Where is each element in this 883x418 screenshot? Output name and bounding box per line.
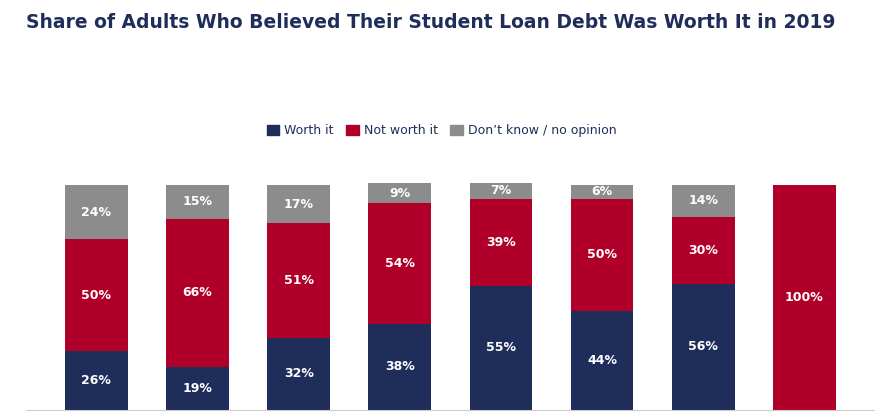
Bar (672, 185, 735, 217)
Text: 100%: 100% (785, 291, 824, 304)
Text: 54%: 54% (385, 257, 415, 270)
Text: 26%: 26% (81, 374, 111, 387)
Text: 66%: 66% (183, 286, 213, 299)
Bar (470, 183, 532, 199)
Bar (268, 185, 330, 223)
Bar (268, 223, 330, 338)
Bar (470, 286, 532, 410)
Text: 14%: 14% (688, 194, 718, 207)
Text: Share of Adults Who Believed Their Student Loan Debt Was Worth It in 2019: Share of Adults Who Believed Their Stude… (26, 13, 836, 31)
Text: 6%: 6% (592, 186, 613, 199)
Bar (570, 185, 633, 199)
Text: 50%: 50% (81, 289, 111, 302)
Bar (368, 183, 431, 203)
Bar (368, 324, 431, 410)
Bar (65, 185, 128, 239)
Bar (65, 239, 128, 351)
Bar (166, 185, 229, 219)
Bar (570, 199, 633, 311)
Legend: Worth it, Not worth it, Don’t know / no opinion: Worth it, Not worth it, Don’t know / no … (261, 119, 622, 142)
Text: 9%: 9% (389, 186, 411, 199)
Text: 55%: 55% (486, 342, 516, 354)
Bar (672, 217, 735, 284)
Text: 50%: 50% (587, 248, 617, 261)
Bar (773, 185, 835, 410)
Bar (166, 367, 229, 410)
Text: 7%: 7% (490, 184, 511, 197)
Bar (470, 199, 532, 286)
Text: 51%: 51% (283, 274, 313, 287)
Bar (65, 351, 128, 410)
Bar (166, 219, 229, 367)
Bar (672, 284, 735, 410)
Text: 24%: 24% (81, 206, 111, 219)
Text: 30%: 30% (688, 244, 718, 257)
Bar (368, 203, 431, 324)
Text: 44%: 44% (587, 354, 617, 367)
Text: 15%: 15% (183, 196, 213, 209)
Text: 38%: 38% (385, 360, 415, 374)
Text: 32%: 32% (283, 367, 313, 380)
Text: 39%: 39% (486, 236, 516, 249)
Bar (268, 338, 330, 410)
Text: 17%: 17% (283, 198, 313, 211)
Text: 19%: 19% (183, 382, 213, 395)
Text: 56%: 56% (688, 340, 718, 353)
Bar (570, 311, 633, 410)
